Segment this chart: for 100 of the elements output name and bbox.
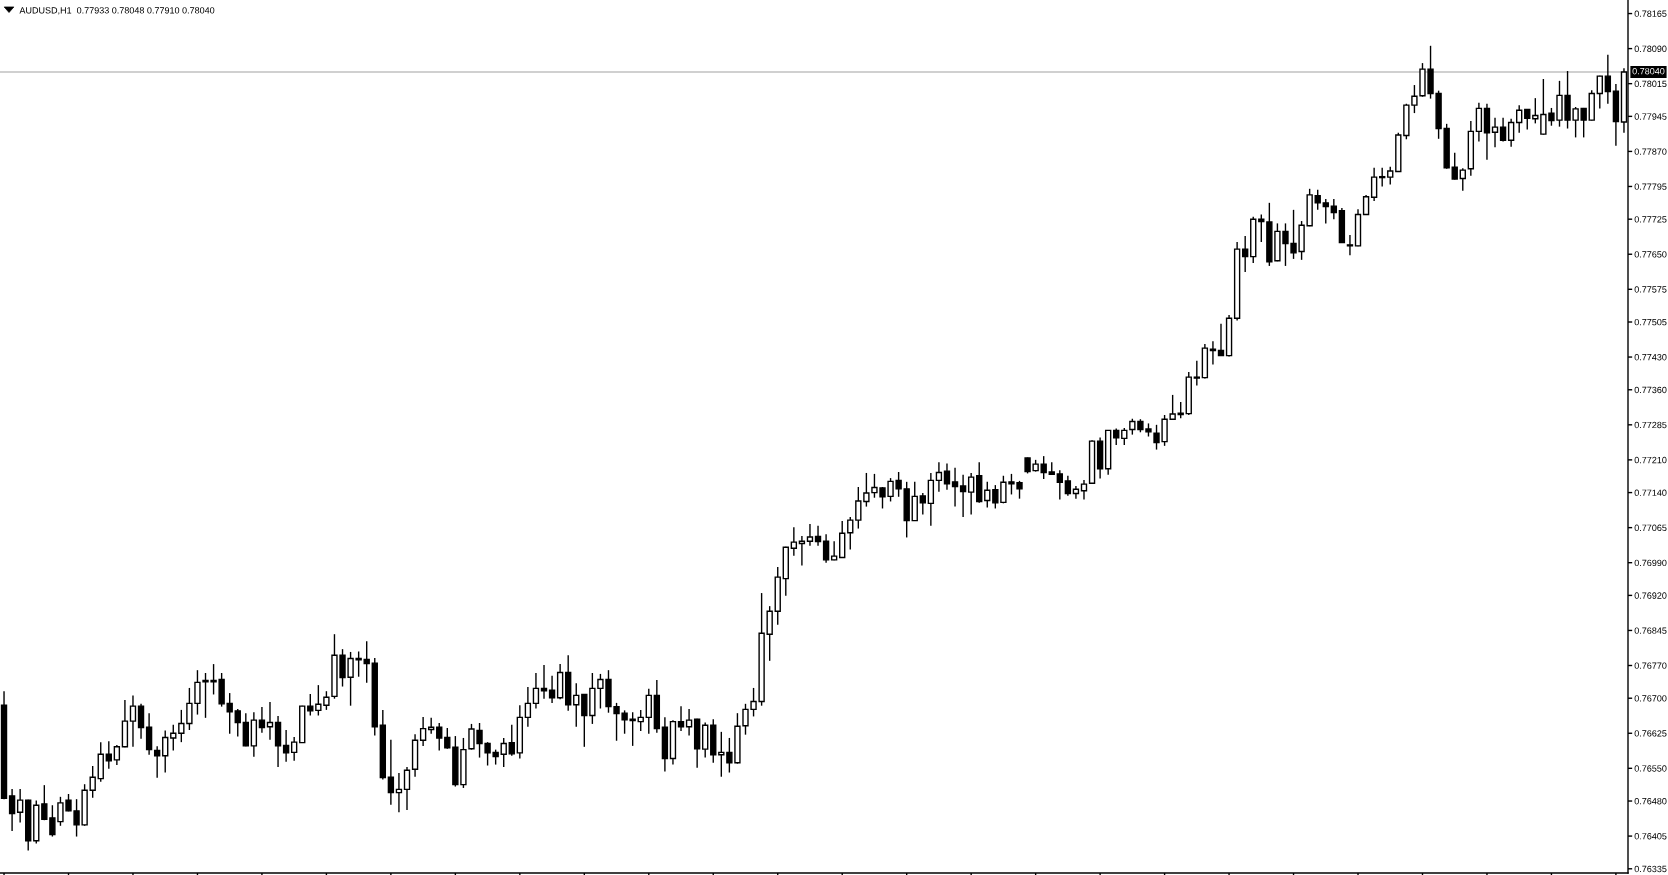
candlestick: [234, 708, 241, 738]
candlestick: [814, 525, 822, 547]
y-tick-label: 0.77065: [1634, 524, 1667, 531]
candlestick: [830, 540, 838, 562]
candlestick: [984, 481, 991, 509]
candlestick: [129, 694, 137, 748]
y-tick-label: 0.76405: [1634, 833, 1667, 840]
candlestick: [1040, 455, 1047, 480]
candlestick: [1064, 475, 1072, 497]
candlestick: [1346, 234, 1354, 256]
candlestick: [170, 724, 177, 752]
candlestick: [1056, 469, 1064, 501]
y-tick-label: 0.77430: [1634, 354, 1667, 361]
candlestick: [274, 715, 282, 768]
candlestick: [1314, 189, 1321, 211]
candlestick: [436, 722, 443, 752]
candlestick: [1209, 340, 1217, 366]
y-tick-label: 0.77650: [1634, 251, 1667, 258]
candlestick: [798, 535, 806, 567]
candlestick: [967, 472, 975, 516]
candlestick: [1080, 479, 1088, 501]
y-tick-label: 0.78090: [1634, 45, 1667, 52]
y-tick-label: 0.77945: [1634, 113, 1667, 120]
candlestick: [403, 766, 411, 811]
candlestick: [927, 472, 935, 527]
y-tick-label: 0.77285: [1634, 421, 1667, 429]
candlestick: [685, 708, 693, 737]
candlestick: [1596, 75, 1603, 110]
y-tick-label: 0.77360: [1634, 386, 1667, 394]
candlestick: [943, 462, 951, 491]
y-tick-label: 0.76550: [1634, 765, 1667, 772]
candlestick: [1241, 235, 1249, 273]
candlestick: [427, 717, 435, 735]
candlestick: [959, 474, 967, 518]
candlestick: [153, 745, 161, 779]
text: AUDUSD,H1 0.77933 0.78048 0.77910 0.78040: [19, 7, 215, 15]
candlestick: [847, 516, 854, 551]
candlestick: [1491, 117, 1499, 148]
candlestick: [790, 526, 798, 557]
candlestick: [113, 744, 121, 766]
y-tick-label: 0.77505: [1634, 318, 1667, 326]
y-tick-label: 0.77795: [1634, 183, 1667, 190]
candlestick: [573, 682, 580, 728]
candlestick: [508, 724, 515, 757]
candlestick: [645, 688, 652, 735]
candlestick: [387, 739, 395, 806]
y-tick-label: 0.76335: [1634, 865, 1667, 873]
candlestick: [1322, 198, 1329, 225]
y-tick-label: 0.78165: [1634, 10, 1667, 17]
candlestick: [290, 736, 298, 762]
candlestick: [935, 461, 943, 493]
candlestick: [581, 693, 588, 748]
y-tick-label: 0.77575: [1634, 286, 1667, 293]
candlestick: [951, 467, 959, 508]
candlestick: [1499, 117, 1507, 143]
candlestick: [1451, 152, 1458, 181]
candlestick: [1362, 194, 1370, 216]
candlestick: [258, 706, 266, 734]
y-tick-label: 0.76625: [1634, 730, 1667, 737]
y-tick-label: 0.76990: [1634, 559, 1667, 567]
candlestick: [145, 712, 153, 756]
y-tick-label: 0.76845: [1634, 627, 1667, 634]
candlestick: [8, 788, 16, 832]
y-tick-label: 0.76920: [1634, 592, 1667, 599]
candlestick: [242, 712, 250, 748]
candlestick: [806, 523, 814, 547]
candlestick: [524, 686, 532, 728]
candlestick: [137, 703, 145, 740]
candlestick: [500, 737, 507, 768]
candlestick: [1507, 118, 1515, 148]
candlestick: [419, 716, 427, 747]
candlestick: [532, 672, 540, 710]
candlestick: [702, 721, 709, 759]
candlestick: [1217, 323, 1225, 357]
candlestick: [162, 729, 169, 774]
candlestick: [307, 693, 314, 717]
candlestick: [1459, 167, 1466, 192]
candlestick: [282, 729, 290, 763]
candlestick: [822, 533, 830, 564]
candlestick: [919, 492, 926, 516]
candlestick: [1258, 213, 1265, 243]
candlestick: [1378, 167, 1386, 188]
y-tick-label: 0.77140: [1634, 489, 1667, 496]
y-tick-label: 0.76480: [1634, 798, 1667, 805]
candlestick: [1193, 360, 1201, 387]
candlestick: [1370, 167, 1378, 202]
candlestick: [105, 740, 112, 770]
candlestick: [16, 788, 24, 824]
candlestick: [1330, 198, 1338, 220]
ref-line-label: 0.78040: [1632, 68, 1665, 75]
candlestick: [1516, 104, 1523, 134]
y-tick-label: 0.77725: [1634, 216, 1667, 223]
candlestick: [1475, 102, 1483, 143]
candlestick: [1604, 53, 1612, 105]
y-tick-label: 0.77870: [1634, 148, 1667, 155]
y-tick-label: 0.77210: [1634, 456, 1667, 464]
y-tick-label: 0.78015: [1634, 80, 1667, 88]
y-tick-label: 0.76700: [1634, 695, 1667, 702]
y-tick-label: 0.76770: [1634, 662, 1667, 669]
candlestick: [444, 727, 451, 750]
